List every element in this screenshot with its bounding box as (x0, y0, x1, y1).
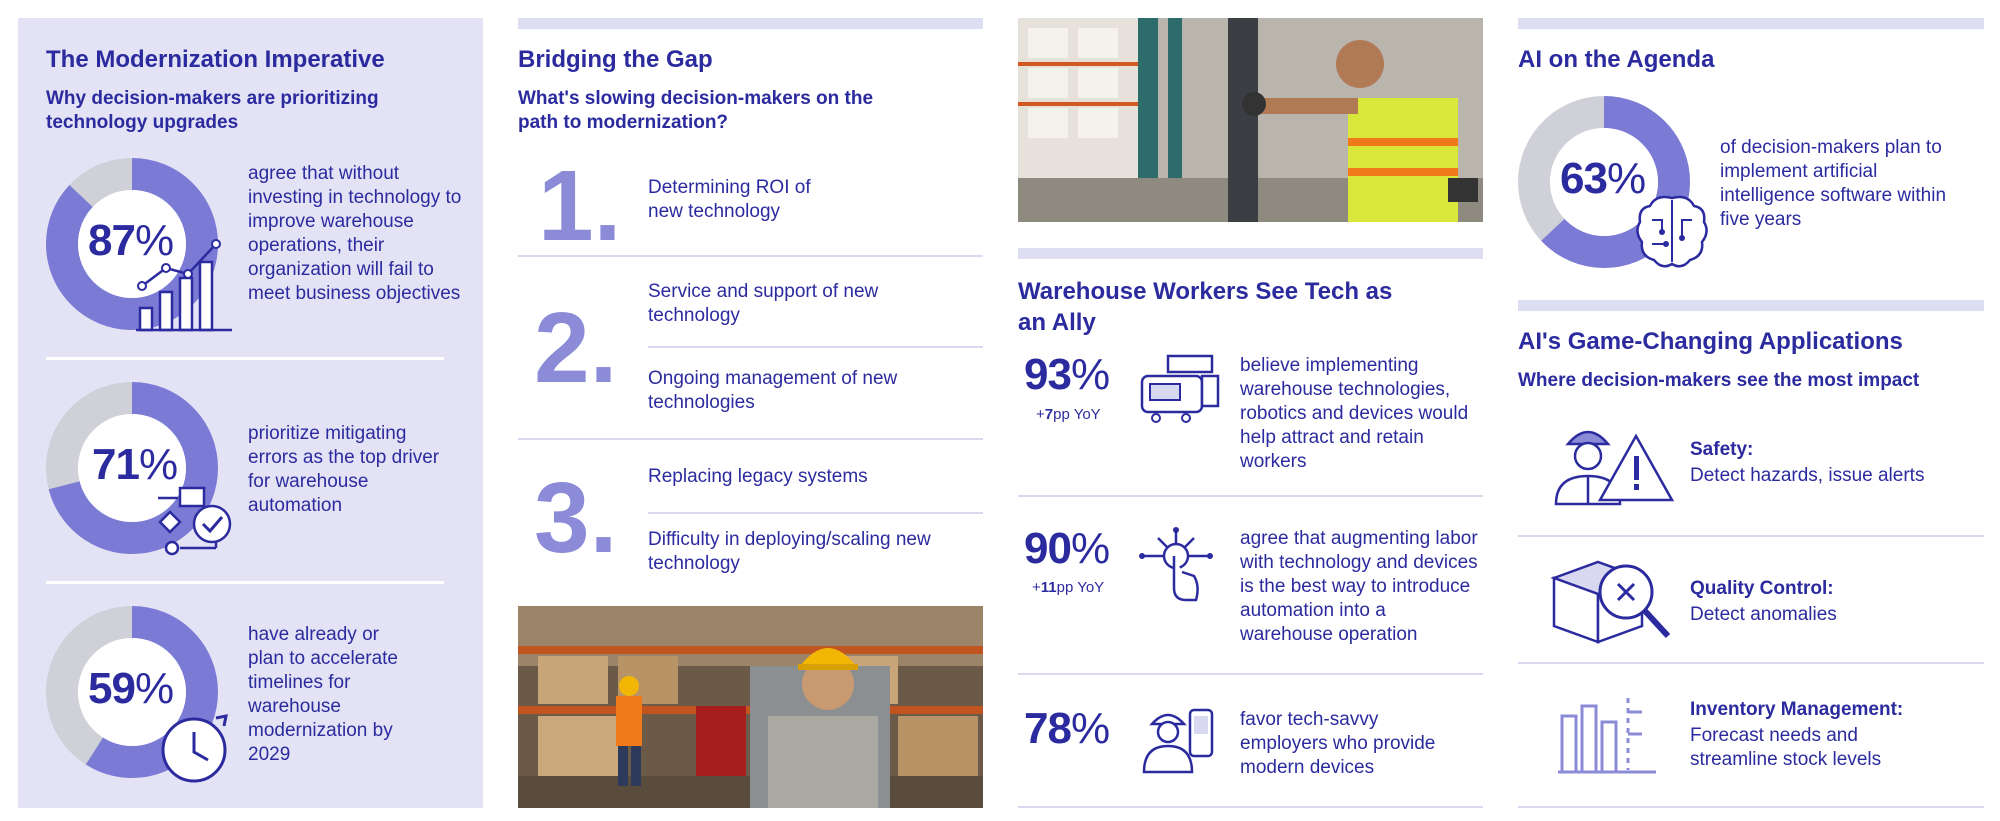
divider (1018, 495, 1483, 497)
stat-93-yoy: +7pp YoY (1036, 406, 1101, 423)
app-safety-desc: Detect hazards, issue alerts (1690, 465, 1925, 486)
stat-59-text: have already or plan to accelerate timel… (248, 624, 398, 765)
stat-63-percent: 63% (1560, 154, 1646, 203)
stat-78-text: favor tech-savvy employers who provide m… (1240, 709, 1436, 778)
stat-78-percent: 78% (1024, 704, 1110, 753)
barrier-management: Ongoing management of new technologies (648, 368, 898, 413)
divider (518, 438, 983, 440)
app-inventory-desc: Forecast needs and streamline stock leve… (1690, 725, 1882, 770)
modernization-title: The Modernization Imperative (46, 46, 385, 73)
clock-icon (161, 714, 228, 783)
divider (46, 357, 444, 360)
stat-71-text: prioritize mitigating errors as the top … (248, 423, 440, 516)
forklift-worker-photo (1018, 18, 1483, 222)
stat-87-text: agree that without investing in technolo… (248, 163, 462, 304)
gap-subtitle: What's slowing decision-makers on the pa… (518, 88, 874, 133)
stat-93-percent: 93% (1024, 350, 1110, 399)
divider (1518, 535, 1984, 537)
section-topbar (518, 18, 983, 29)
workflow-check-icon (158, 486, 232, 556)
step-number-3: 3. (534, 462, 618, 574)
section-topbar (1518, 18, 1984, 29)
worker-device-icon (1142, 708, 1214, 774)
section-topbar (1018, 248, 1483, 259)
divider (648, 346, 983, 348)
donut-87 (46, 158, 218, 330)
donut-71 (46, 382, 218, 554)
box-magnifier-icon (1550, 560, 1671, 644)
inventory-chart-icon (1558, 698, 1656, 774)
stat-59-percent: 59% (88, 664, 174, 713)
stat-90-text: agree that augmenting labor with technol… (1240, 528, 1478, 645)
worker-warning-icon (1554, 430, 1674, 506)
barrier-legacy: Replacing legacy systems (648, 466, 868, 487)
workers-title: Warehouse Workers See Tech as an Ally (1018, 278, 1393, 336)
stat-63-text: of decision-makers plan to implement art… (1720, 137, 1947, 230)
gap-title: Bridging the Gap (518, 46, 713, 73)
stat-90-percent: 90% (1024, 524, 1110, 573)
bar-chart-growth-icon (136, 239, 232, 332)
stat-71-percent: 71% (92, 440, 178, 489)
divider (1518, 806, 1984, 808)
barrier-service: Service and support of new technology (648, 281, 879, 326)
donut-63 (1518, 96, 1690, 268)
barrier-deploying: Difficulty in deploying/scaling new tech… (648, 529, 931, 574)
barrier-roi: Determining ROI of new technology (648, 177, 811, 222)
divider (1018, 673, 1483, 675)
mobile-computer-icon (1140, 354, 1220, 423)
warehouse-workers-photo (518, 606, 983, 808)
divider (46, 581, 444, 584)
divider (518, 255, 983, 257)
ai-apps-subtitle: Where decision-makers see the most impac… (1518, 370, 1920, 391)
stat-93-text: believe implementing warehouse technolog… (1240, 355, 1469, 472)
donut-59 (46, 606, 218, 778)
step-number-2: 2. (534, 292, 618, 404)
app-quality-label: Quality Control: (1690, 578, 1834, 599)
divider (1518, 662, 1984, 664)
app-safety-label: Safety: (1690, 439, 1754, 460)
section-topbar (1518, 300, 1984, 311)
divider (648, 512, 983, 514)
touch-network-icon (1139, 527, 1213, 602)
app-quality-desc: Detect anomalies (1690, 604, 1837, 625)
stat-87-percent: 87% (88, 216, 174, 265)
ai-title: AI on the Agenda (1518, 46, 1715, 73)
step-number-1: 1. (538, 150, 622, 262)
modernization-subtitle: Why decision-makers are prioritizing tec… (46, 88, 379, 133)
app-inventory-label: Inventory Management: (1690, 699, 1904, 720)
ai-apps-title: AI's Game-Changing Applications (1518, 328, 1903, 355)
stat-90-yoy: +11pp YoY (1032, 579, 1105, 596)
brain-circuit-icon (1636, 195, 1708, 268)
divider (1018, 806, 1483, 808)
